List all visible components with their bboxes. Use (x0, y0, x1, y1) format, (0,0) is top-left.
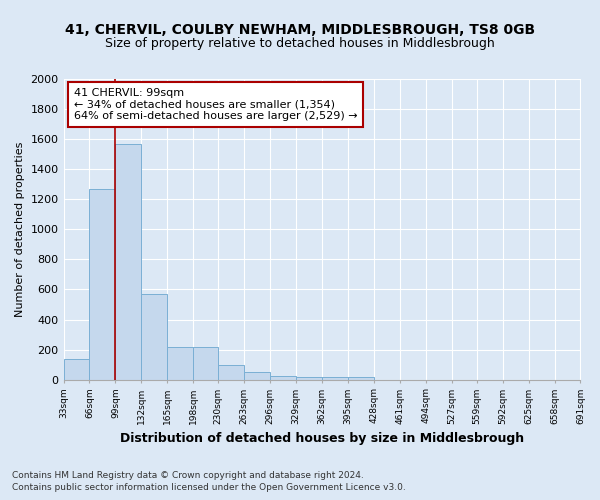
Bar (218, 364, 244, 380)
Bar (348, 376, 374, 380)
Bar (89, 188, 115, 380)
Bar (270, 376, 296, 380)
Y-axis label: Number of detached properties: Number of detached properties (15, 142, 25, 317)
Bar (142, 294, 167, 380)
Bar (296, 376, 322, 380)
Text: Contains public sector information licensed under the Open Government Licence v3: Contains public sector information licen… (12, 484, 406, 492)
Text: Contains HM Land Registry data © Crown copyright and database right 2024.: Contains HM Land Registry data © Crown c… (12, 471, 364, 480)
Bar (64, 358, 89, 380)
Bar (167, 348, 193, 380)
Bar (322, 376, 348, 380)
Text: 41, CHERVIL, COULBY NEWHAM, MIDDLESBROUGH, TS8 0GB: 41, CHERVIL, COULBY NEWHAM, MIDDLESBROUG… (65, 22, 535, 36)
Bar (115, 144, 142, 380)
X-axis label: Distribution of detached houses by size in Middlesbrough: Distribution of detached houses by size … (120, 432, 524, 445)
Text: Size of property relative to detached houses in Middlesbrough: Size of property relative to detached ho… (105, 38, 495, 51)
Text: 41 CHERVIL: 99sqm
← 34% of detached houses are smaller (1,354)
64% of semi-detac: 41 CHERVIL: 99sqm ← 34% of detached hous… (74, 88, 358, 121)
Bar (244, 372, 270, 380)
Bar (193, 348, 218, 380)
